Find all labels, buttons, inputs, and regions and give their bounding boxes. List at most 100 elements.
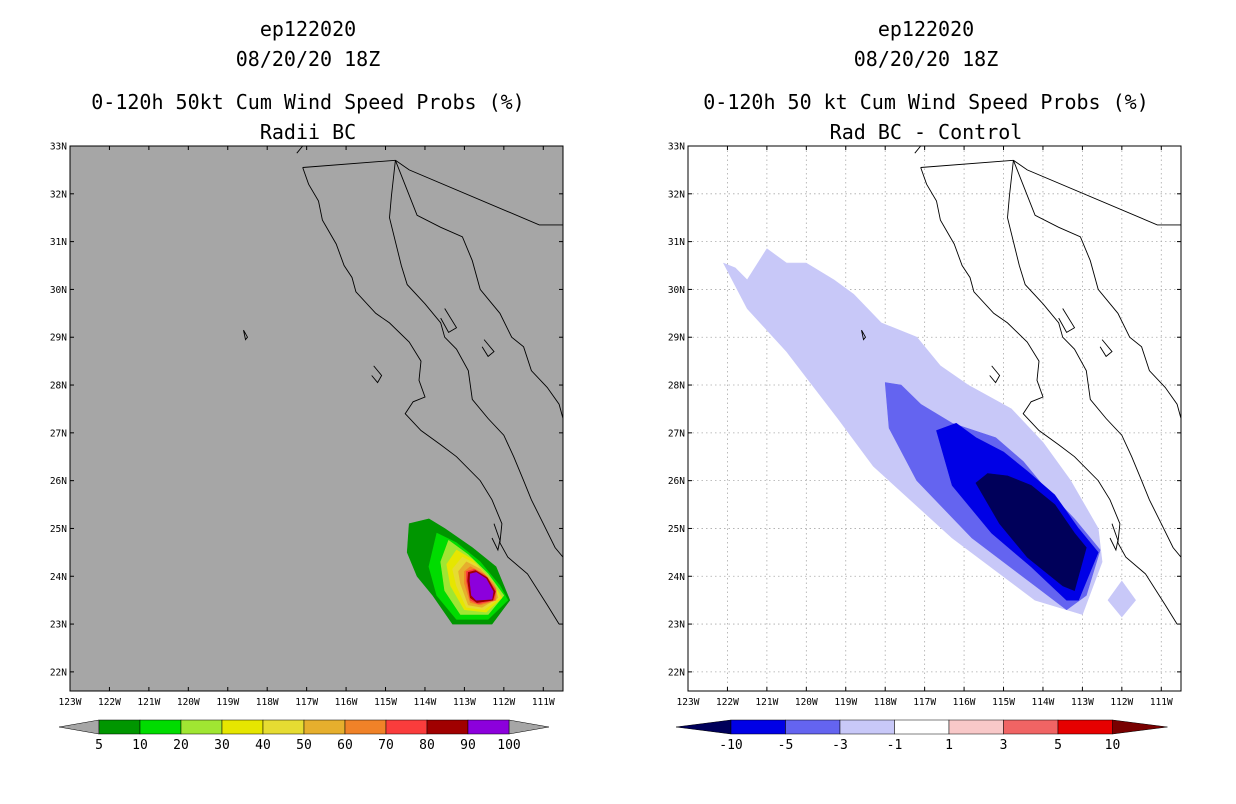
colorbar-label: 5 xyxy=(1054,738,1062,753)
left-y-tick-label: 31N xyxy=(50,237,67,248)
left-x-tick-label: 111W xyxy=(532,697,555,708)
left-y-tick-label: 24N xyxy=(50,572,67,583)
right-axis-ticks: 123W 122W 121W 120W 119W 118W 117W 116W 115W 114W… xyxy=(668,142,1181,708)
right-y-tick-label: 23N xyxy=(668,620,685,631)
right-coastline-segment xyxy=(920,159,1014,168)
right-gridlines xyxy=(688,146,1181,691)
left-y-tick-label: 22N xyxy=(50,667,67,678)
colorbar-swatch xyxy=(344,719,387,735)
left-x-tick-label: 117W xyxy=(295,697,318,708)
right-coastline-segment xyxy=(1012,160,1181,419)
colorbar-swatch xyxy=(730,719,786,735)
left-x-tick-label: 123W xyxy=(59,697,82,708)
left-y-tick-label: 29N xyxy=(50,333,67,344)
left-x-tick-label: 121W xyxy=(137,697,160,708)
colorbar-right-arrow xyxy=(1112,719,1168,735)
left-x-tick-label: 116W xyxy=(335,697,358,708)
right-x-tick-label: 121W xyxy=(755,697,778,708)
right-x-tick-label: 112W xyxy=(1110,697,1133,708)
right-datetime: 08/20/20 18Z xyxy=(854,47,999,71)
left-coastline-segment xyxy=(491,523,501,552)
right-chart-subtitle: Rad BC - Control xyxy=(830,120,1023,144)
colorbar-swatch xyxy=(1057,719,1113,735)
left-axis-ticks: 123W 122W 121W 120W 119W 118W 117W 116W 115W 114W… xyxy=(50,142,563,708)
left-x-tick-label: 114W xyxy=(414,697,437,708)
right-coastline-segment xyxy=(1013,159,1181,226)
left-chart-subtitle: Radii BC xyxy=(260,120,356,144)
left-y-tick-label: 26N xyxy=(50,476,67,487)
right-coastline-segment xyxy=(1058,308,1076,334)
right-coastline-segment xyxy=(1007,160,1181,558)
left-coastline-segment xyxy=(481,339,495,358)
colorbar-label: -1 xyxy=(887,738,903,753)
right-x-tick-label: 114W xyxy=(1032,697,1055,708)
right-x-tick-label: 117W xyxy=(913,697,936,708)
colorbar-label: 10 xyxy=(132,738,148,753)
left-colorbar: 5 10 20 30 40 50 60 70 80 90 100 xyxy=(58,719,550,753)
right-y-tick-label: 25N xyxy=(668,524,685,535)
left-coastline-segment xyxy=(394,160,563,419)
colorbar-left-arrow xyxy=(58,719,100,735)
right-y-tick-label: 24N xyxy=(668,572,685,583)
left-contour-ge-90 xyxy=(469,572,494,601)
right-coastline-segment xyxy=(861,329,867,341)
right-y-tick-label: 29N xyxy=(668,333,685,344)
colorbar-label: 70 xyxy=(378,738,394,753)
right-x-tick-label: 122W xyxy=(716,697,739,708)
left-coastline-segment xyxy=(302,159,396,168)
left-coastline-segment xyxy=(395,159,563,226)
colorbar-label: 100 xyxy=(497,738,520,753)
colorbar-left-arrow xyxy=(675,719,732,735)
right-x-tick-label: 113W xyxy=(1071,697,1094,708)
left-y-tick-label: 28N xyxy=(50,381,67,392)
colorbar-swatch xyxy=(894,719,950,735)
left-coastline-segment xyxy=(440,308,458,334)
right-x-tick-label: 120W xyxy=(795,697,818,708)
left-x-tick-label: 122W xyxy=(98,697,121,708)
colorbar-swatch xyxy=(385,719,428,735)
left-y-tick-label: 32N xyxy=(50,189,67,200)
colorbar-swatch xyxy=(785,719,841,735)
right-coastline-segment xyxy=(914,146,922,154)
right-x-tick-label: 115W xyxy=(992,697,1015,708)
right-y-tick-label: 33N xyxy=(668,142,685,153)
left-y-tick-label: 27N xyxy=(50,428,67,439)
left-y-tick-label: 23N xyxy=(50,620,67,631)
right-coastline-segment xyxy=(1109,523,1119,552)
colorbar-label: 30 xyxy=(214,738,230,753)
right-x-tick-label: 116W xyxy=(953,697,976,708)
left-x-tick-label: 118W xyxy=(256,697,279,708)
colorbar-label: 90 xyxy=(460,738,476,753)
left-coastline-segment xyxy=(389,160,563,558)
right-x-tick-label: 111W xyxy=(1150,697,1173,708)
right-y-tick-label: 28N xyxy=(668,381,685,392)
right-y-tick-label: 26N xyxy=(668,476,685,487)
left-x-tick-label: 119W xyxy=(216,697,239,708)
right-plot-frame xyxy=(687,145,1182,692)
colorbar-label: 50 xyxy=(296,738,312,753)
left-chart-panel: ep122020 08/20/20 18Z 0-120h 50kt Cum Wi… xyxy=(50,17,564,753)
left-y-tick-label: 30N xyxy=(50,285,67,296)
left-x-tick-label: 115W xyxy=(374,697,397,708)
right-coastline-segment xyxy=(920,167,1178,625)
colorbar-swatch xyxy=(948,719,1004,735)
right-chart-panel: ep122020 08/20/20 18Z 0-120h 50 kt Cum W… xyxy=(668,17,1182,753)
colorbar-swatch xyxy=(467,719,510,735)
colorbar-label: 80 xyxy=(419,738,435,753)
colorbar-swatch xyxy=(139,719,182,735)
colorbar-swatch xyxy=(1003,719,1059,735)
left-storm-id: ep122020 xyxy=(260,17,356,41)
left-chart-title: 0-120h 50kt Cum Wind Speed Probs (%) xyxy=(91,90,524,114)
left-probability-contours xyxy=(406,518,511,625)
colorbar-label: -10 xyxy=(719,738,742,753)
left-x-tick-label: 112W xyxy=(492,697,515,708)
right-y-tick-label: 27N xyxy=(668,428,685,439)
left-coastline-segment xyxy=(243,329,249,341)
right-y-tick-label: 31N xyxy=(668,237,685,248)
right-y-tick-label: 30N xyxy=(668,285,685,296)
left-y-tick-label: 33N xyxy=(50,142,67,153)
right-contour-le-neg10 xyxy=(975,473,1087,591)
left-coastline-segment xyxy=(302,167,560,625)
right-contour-le-neg1 xyxy=(1107,580,1136,618)
